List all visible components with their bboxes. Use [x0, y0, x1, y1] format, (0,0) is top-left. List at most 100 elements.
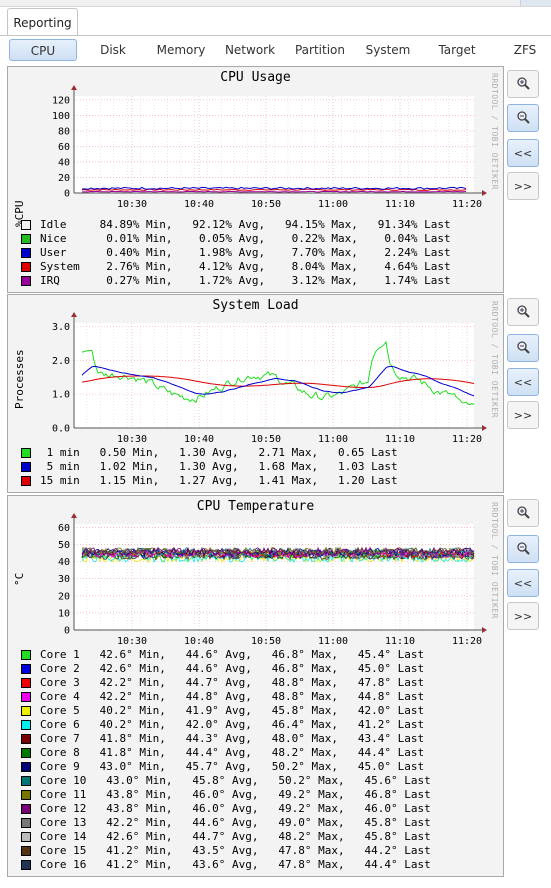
zoom-out-button[interactable]: [507, 334, 539, 362]
zoom-in-button[interactable]: [507, 298, 539, 326]
window-top-strip: [0, 0, 551, 7]
zoom-out-button[interactable]: [507, 104, 539, 132]
legend-item: Core 11 43.8° Min, 46.0° Avg, 49.2° Max,…: [21, 788, 431, 802]
tab-reporting[interactable]: Reporting: [7, 8, 78, 36]
legend-item: 15 min 1.15 Min, 1.27 Avg, 1.41 Max, 1.2…: [21, 474, 398, 488]
legend-swatch: [21, 276, 31, 286]
y-tick-label: 30: [58, 574, 70, 585]
window-corner: [520, 0, 551, 6]
forward-button[interactable]: >>: [507, 401, 539, 429]
legend-label: Core 14 42.6° Min, 44.7° Avg, 48.2° Max,…: [40, 830, 431, 843]
back-button[interactable]: <<: [507, 139, 539, 167]
cpu-temperature-legend: Core 1 42.6° Min, 44.6° Avg, 46.8° Max, …: [21, 648, 431, 872]
zoom-out-icon: [516, 340, 530, 357]
x-tick-label: 10:30: [117, 636, 147, 647]
x-tick-label: 11:00: [318, 434, 348, 445]
tab-zfs[interactable]: ZFS: [513, 43, 537, 57]
cpu-temperature-graph: CPU Temperature °C RRDTOOL / TOBI OETIKE…: [7, 495, 504, 877]
system-load-legend: 1 min 0.50 Min, 1.30 Avg, 2.71 Max, 0.65…: [21, 446, 398, 488]
y-axis-arrow: [71, 312, 77, 317]
tab-memory[interactable]: Memory: [156, 43, 206, 57]
legend-item: Core 14 42.6° Min, 44.7° Avg, 48.2° Max,…: [21, 830, 431, 844]
tab-cpu[interactable]: CPU: [9, 39, 77, 61]
legend-label: System 2.76% Min, 4.12% Avg, 8.04% Max, …: [40, 260, 451, 273]
legend-swatch: [21, 790, 31, 800]
x-tick-label: 11:20: [452, 199, 482, 210]
x-axis-arrow: [482, 627, 487, 633]
legend-label: Core 16 41.2° Min, 43.6° Avg, 47.8° Max,…: [40, 858, 431, 871]
legend-label: Core 13 42.2° Min, 44.6° Avg, 49.0° Max,…: [40, 816, 431, 829]
legend-swatch: [21, 720, 31, 730]
x-tick-label: 11:00: [318, 636, 348, 647]
legend-swatch: [21, 248, 31, 258]
plot-area: [74, 96, 474, 193]
legend-label: Core 1 42.6° Min, 44.6° Avg, 46.8° Max, …: [40, 648, 425, 661]
x-tick-label: 10:40: [184, 199, 214, 210]
x-axis-arrow: [482, 425, 487, 431]
reporting-subtab-bar: CPU Disk Memory Network Partition System…: [0, 35, 551, 64]
user-line: [81, 186, 467, 190]
system-load-graph: System Load Processes RRDTOOL / TOBI OET…: [7, 294, 504, 493]
x-tick-label: 10:40: [184, 434, 214, 445]
y-tick-label: 40: [58, 557, 70, 568]
irq-line: [82, 190, 467, 193]
legend-item: Core 9 43.0° Min, 45.7° Avg, 50.2° Max, …: [21, 760, 431, 774]
legend-swatch: [21, 734, 31, 744]
legend-swatch: [21, 804, 31, 814]
tab-target[interactable]: Target: [438, 43, 476, 57]
legend-label: Core 4 42.2° Min, 44.8° Avg, 48.8° Max, …: [40, 690, 425, 703]
y-tick-label: 1.0: [52, 390, 70, 401]
legend-item: IRQ 0.27% Min, 1.72% Avg, 3.12% Max, 1.7…: [21, 274, 451, 288]
legend-label: Nice 0.01% Min, 0.05% Avg, 0.22% Max, 0.…: [40, 232, 451, 245]
x-tick-label: 11:20: [452, 434, 482, 445]
legend-label: Core 2 42.6° Min, 44.6° Avg, 46.8° Max, …: [40, 662, 425, 675]
zoom-out-icon: [516, 541, 530, 558]
legend-swatch: [21, 650, 31, 660]
y-tick-label: 50: [58, 540, 70, 551]
tab-partition[interactable]: Partition: [294, 43, 345, 57]
tab-system[interactable]: System: [365, 43, 411, 57]
legend-label: Core 10 43.0° Min, 45.8° Avg, 50.2° Max,…: [40, 774, 431, 787]
legend-label: 5 min 1.02 Min, 1.30 Avg, 1.68 Max, 1.03…: [40, 460, 398, 473]
system-line: [81, 188, 467, 191]
legend-swatch: [21, 692, 31, 702]
y-tick-label: 0: [64, 189, 70, 200]
legend-item: System 2.76% Min, 4.12% Avg, 8.04% Max, …: [21, 260, 451, 274]
back-button[interactable]: <<: [507, 569, 539, 597]
legend-swatch: [21, 706, 31, 716]
zoom-out-button[interactable]: [507, 535, 539, 563]
x-tick-label: 11:10: [385, 199, 415, 210]
legend-label: Core 6 40.2° Min, 42.0° Avg, 46.4° Max, …: [40, 718, 425, 731]
zoom-in-button[interactable]: [507, 499, 539, 527]
back-button[interactable]: <<: [507, 368, 539, 396]
x-tick-label: 10:30: [117, 434, 147, 445]
graph-title: System Load: [212, 298, 299, 313]
legend-swatch: [21, 762, 31, 772]
legend-swatch: [21, 748, 31, 758]
graph-title: CPU Usage: [220, 70, 291, 85]
tab-disk[interactable]: Disk: [100, 43, 126, 57]
forward-button[interactable]: >>: [507, 602, 539, 630]
forward-button[interactable]: >>: [507, 172, 539, 200]
legend-label: 1 min 0.50 Min, 1.30 Avg, 2.71 Max, 0.65…: [40, 446, 398, 459]
legend-label: IRQ 0.27% Min, 1.72% Avg, 3.12% Max, 1.7…: [40, 274, 451, 287]
x-tick-label: 10:50: [251, 199, 281, 210]
cpu-usage-plot: 0 20 40 60 80 100 120 10:30 10:40 10:50 11:00 11:10…: [52, 85, 487, 210]
legend-swatch: [21, 664, 31, 674]
legend-item: Core 8 41.8° Min, 44.4° Avg, 48.2° Max, …: [21, 746, 431, 760]
legend-item: 1 min 0.50 Min, 1.30 Avg, 2.71 Max, 0.65…: [21, 446, 398, 460]
y-tick-label: 40: [58, 157, 70, 168]
tab-network[interactable]: Network: [224, 43, 276, 57]
zoom-in-button[interactable]: [507, 70, 539, 98]
legend-item: Core 15 41.2° Min, 43.5° Avg, 47.8° Max,…: [21, 844, 431, 858]
y-axis-arrow: [71, 85, 77, 90]
legend-item: Core 13 42.2° Min, 44.6° Avg, 49.0° Max,…: [21, 816, 431, 830]
x-tick-label: 10:40: [184, 636, 214, 647]
zoom-in-icon: [516, 304, 530, 321]
legend-swatch: [21, 448, 31, 458]
y-axis-arrow: [71, 513, 77, 518]
y-tick-label: 120: [52, 95, 70, 106]
legend-item: 5 min 1.02 Min, 1.30 Avg, 1.68 Max, 1.03…: [21, 460, 398, 474]
legend-swatch: [21, 846, 31, 856]
zoom-out-icon: [516, 110, 530, 127]
